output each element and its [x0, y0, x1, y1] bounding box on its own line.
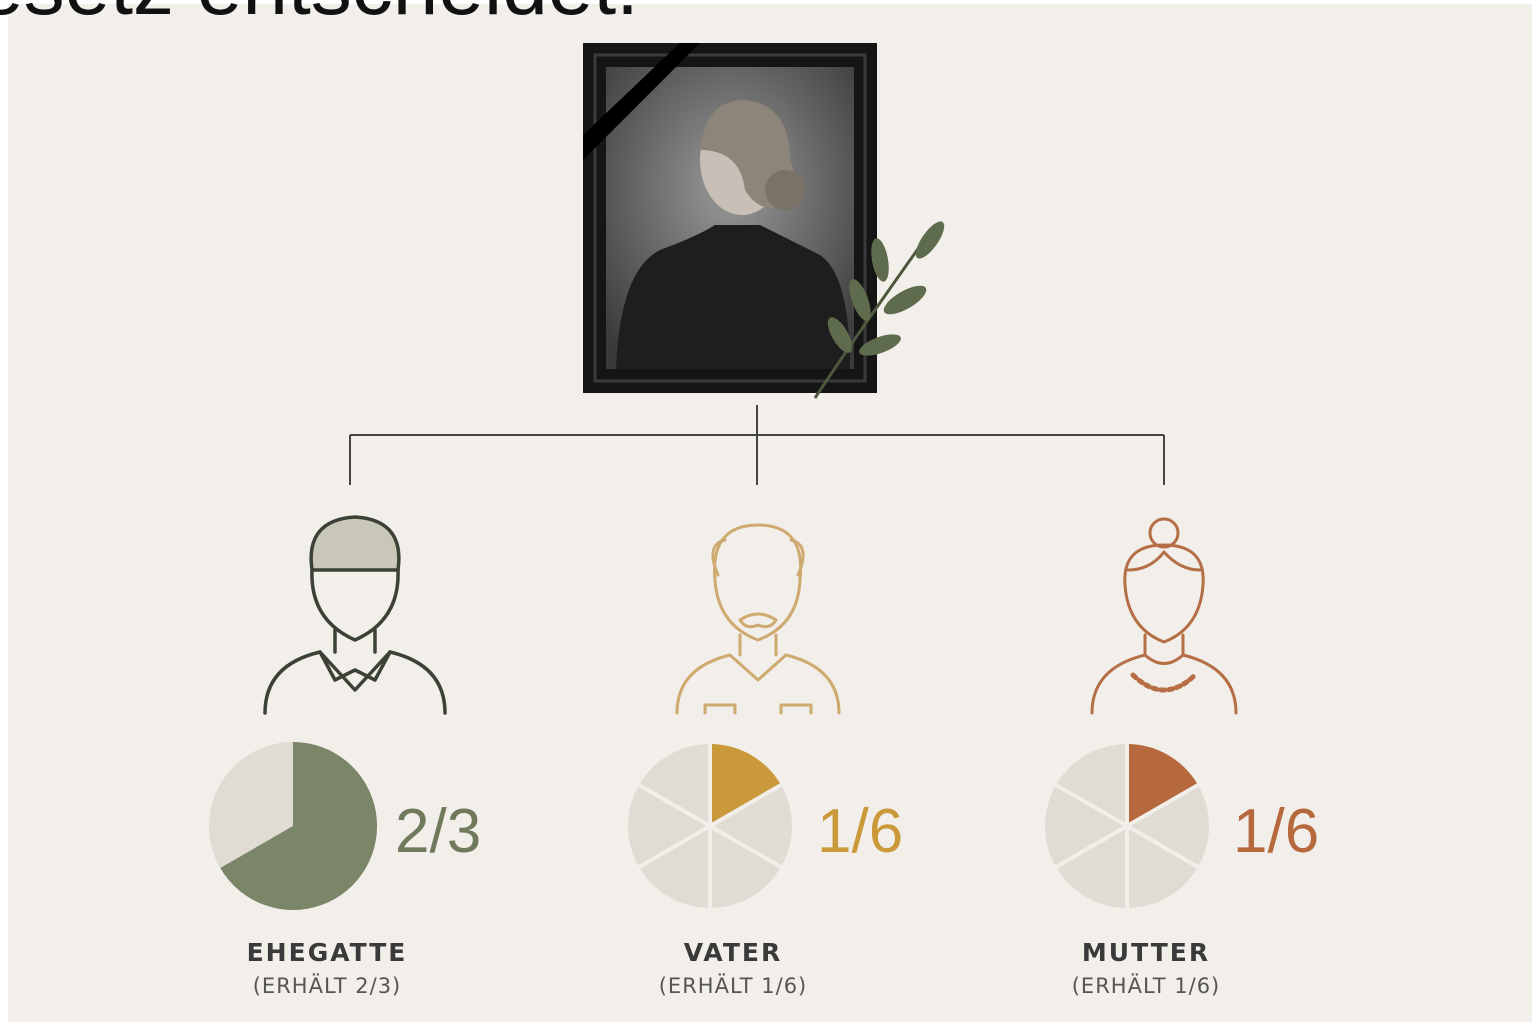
pie-father [628, 744, 792, 908]
share: 1/6 [1233, 797, 1319, 866]
pie-mother [1045, 744, 1209, 908]
heir-name: EHEGATTE [247, 938, 408, 967]
heir-note: (ERHÄLT 1/6) [1072, 973, 1221, 998]
infographic: esetz entscheidet. [0, 0, 1539, 1025]
share: 2/3 [395, 797, 481, 866]
title: esetz entscheidet. [0, 0, 639, 32]
heir-note: (ERHÄLT 2/3) [253, 973, 402, 998]
heir-name: VATER [684, 938, 782, 967]
page: esetz entscheidet. [0, 0, 1539, 1025]
share: 1/6 [817, 797, 903, 866]
pie-spouse [209, 742, 377, 910]
heir-name: MUTTER [1082, 938, 1210, 967]
heir-note: (ERHÄLT 1/6) [659, 973, 808, 998]
